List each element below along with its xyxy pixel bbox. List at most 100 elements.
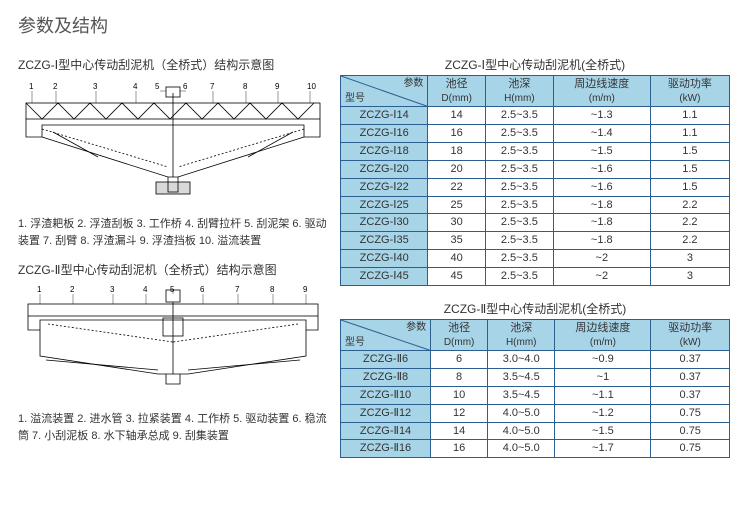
table-col-header: 驱动功率(kW) bbox=[650, 76, 729, 107]
table-row: ZCZG-Ⅱ10103.5~4.5~1.10.37 bbox=[341, 386, 730, 404]
table-row: ZCZG-Ⅰ18182.5~3.5~1.51.5 bbox=[341, 143, 730, 161]
table-row: ZCZG-Ⅰ14142.5~3.5~1.31.1 bbox=[341, 107, 730, 125]
table-cell: ~1.1 bbox=[555, 386, 651, 404]
diagram1-callout: 1 bbox=[29, 82, 34, 91]
diagram1-callout: 4 bbox=[133, 82, 138, 91]
table-col-header: 池深H(mm) bbox=[485, 76, 553, 107]
table-row: ZCZG-Ⅱ663.0~4.0~0.90.37 bbox=[341, 351, 730, 369]
table1: 参数型号池径D(mm)池深H(mm)周边线速度(m/m)驱动功率(kW) ZCZ… bbox=[340, 75, 730, 286]
table-row: ZCZG-Ⅱ14144.0~5.0~1.50.75 bbox=[341, 422, 730, 440]
diagram2-callout: 7 bbox=[235, 285, 240, 294]
table-row: ZCZG-Ⅰ45452.5~3.5~23 bbox=[341, 267, 730, 285]
table-cell: ~1.5 bbox=[555, 422, 651, 440]
table-cell: ZCZG-Ⅰ35 bbox=[341, 232, 428, 250]
table-cell: 16 bbox=[431, 440, 488, 458]
table-corner: 参数型号 bbox=[341, 319, 431, 350]
table-cell: ZCZG-Ⅰ22 bbox=[341, 178, 428, 196]
diagram1-callout: 7 bbox=[210, 82, 215, 91]
table-cell: ~2 bbox=[553, 267, 650, 285]
table-cell: 2.2 bbox=[650, 196, 729, 214]
table-cell: ~1.8 bbox=[553, 232, 650, 250]
table-cell: ZCZG-Ⅰ45 bbox=[341, 267, 428, 285]
diagram2-callout: 6 bbox=[200, 285, 205, 294]
table-cell: 2.2 bbox=[650, 232, 729, 250]
table-cell: 20 bbox=[428, 160, 485, 178]
table-cell: 0.75 bbox=[651, 404, 730, 422]
diagram1-callout: 8 bbox=[243, 82, 248, 91]
table-cell: ~1.6 bbox=[553, 160, 650, 178]
table-cell: 2.5~3.5 bbox=[485, 107, 553, 125]
table-cell: 4.0~5.0 bbox=[488, 422, 555, 440]
table-cell: ZCZG-Ⅰ18 bbox=[341, 143, 428, 161]
diagram2-title: ZCZG-Ⅱ型中心传动刮泥机（全桥式）结构示意图 bbox=[18, 261, 328, 278]
diagram1-callout: 2 bbox=[53, 82, 58, 91]
table-cell: 2.2 bbox=[650, 214, 729, 232]
table-cell: 10 bbox=[431, 386, 488, 404]
table-col-header: 驱动功率(kW) bbox=[651, 319, 730, 350]
diagram2-svg: 123456789 bbox=[18, 282, 328, 402]
table-cell: ZCZG-Ⅱ16 bbox=[341, 440, 431, 458]
table-cell: 12 bbox=[431, 404, 488, 422]
table-col-header: 池径D(mm) bbox=[431, 319, 488, 350]
table-col-header: 周边线速度(m/m) bbox=[555, 319, 651, 350]
corner-model: 型号 bbox=[345, 92, 365, 106]
table-cell: 4.0~5.0 bbox=[488, 404, 555, 422]
table-cell: 35 bbox=[428, 232, 485, 250]
diagram1-callout: 9 bbox=[275, 82, 280, 91]
corner-param: 参数 bbox=[403, 77, 423, 91]
table-cell: ZCZG-Ⅰ25 bbox=[341, 196, 428, 214]
table-cell: 2.5~3.5 bbox=[485, 232, 553, 250]
diagram2-legend: 1. 溢流装置 2. 进水管 3. 拉紧装置 4. 工作桥 5. 驱动装置 6.… bbox=[18, 411, 328, 444]
table-cell: 18 bbox=[428, 143, 485, 161]
diagram1-callout: 5 bbox=[155, 82, 160, 91]
table2: 参数型号池径D(mm)池深H(mm)周边线速度(m/m)驱动功率(kW) ZCZ… bbox=[340, 319, 730, 458]
table-cell: 3 bbox=[650, 267, 729, 285]
diagram1-callout: 6 bbox=[183, 82, 188, 91]
table-col-header: 周边线速度(m/m) bbox=[553, 76, 650, 107]
table-cell: 3.5~4.5 bbox=[488, 386, 555, 404]
table-cell: ~1.8 bbox=[553, 196, 650, 214]
table-cell: 2.5~3.5 bbox=[485, 160, 553, 178]
table-cell: 3 bbox=[650, 250, 729, 268]
table-cell: 30 bbox=[428, 214, 485, 232]
table-corner: 参数型号 bbox=[341, 76, 428, 107]
table-cell: ZCZG-Ⅱ8 bbox=[341, 368, 431, 386]
table-cell: 2.5~3.5 bbox=[485, 178, 553, 196]
table-cell: 0.75 bbox=[651, 440, 730, 458]
right-column: ZCZG-Ⅰ型中心传动刮泥机(全桥式) 参数型号池径D(mm)池深H(mm)周边… bbox=[340, 56, 730, 472]
table-cell: ZCZG-Ⅰ30 bbox=[341, 214, 428, 232]
diagram1-legend: 1. 浮渣耙板 2. 浮渣刮板 3. 工作桥 4. 刮臂拉杆 5. 刮泥架 6.… bbox=[18, 216, 328, 249]
table-cell: ZCZG-Ⅱ14 bbox=[341, 422, 431, 440]
table-cell: 14 bbox=[431, 422, 488, 440]
diagram1-callout: 10 bbox=[307, 82, 316, 91]
table-cell: 1.5 bbox=[650, 160, 729, 178]
table-cell: 0.75 bbox=[651, 422, 730, 440]
table-cell: ~1.4 bbox=[553, 125, 650, 143]
corner-model: 型号 bbox=[345, 336, 365, 350]
table-cell: ~1.2 bbox=[555, 404, 651, 422]
table-cell: 8 bbox=[431, 368, 488, 386]
table-cell: ZCZG-Ⅱ6 bbox=[341, 351, 431, 369]
table-cell: ZCZG-Ⅰ20 bbox=[341, 160, 428, 178]
table-row: ZCZG-Ⅰ25252.5~3.5~1.82.2 bbox=[341, 196, 730, 214]
table-cell: ~2 bbox=[553, 250, 650, 268]
table-cell: 4.0~5.0 bbox=[488, 440, 555, 458]
table-row: ZCZG-Ⅱ883.5~4.5~10.37 bbox=[341, 368, 730, 386]
table-cell: 0.37 bbox=[651, 386, 730, 404]
diagram1-title: ZCZG-Ⅰ型中心传动刮泥机（全桥式）结构示意图 bbox=[18, 56, 328, 73]
table-col-header: 池深H(mm) bbox=[488, 319, 555, 350]
table-col-header: 池径D(mm) bbox=[428, 76, 485, 107]
table-cell: ZCZG-Ⅱ12 bbox=[341, 404, 431, 422]
table-row: ZCZG-Ⅰ30302.5~3.5~1.82.2 bbox=[341, 214, 730, 232]
table-cell: ZCZG-Ⅰ40 bbox=[341, 250, 428, 268]
table-cell: ~1 bbox=[555, 368, 651, 386]
table-cell: 0.37 bbox=[651, 368, 730, 386]
page-title: 参数及结构 bbox=[18, 12, 732, 38]
diagram2-callout: 8 bbox=[270, 285, 275, 294]
diagram1-svg: 12345678910 bbox=[18, 77, 328, 207]
diagram2-callout: 1 bbox=[37, 285, 42, 294]
diagram2-callout: 5 bbox=[170, 285, 175, 294]
table-row: ZCZG-Ⅰ16162.5~3.5~1.41.1 bbox=[341, 125, 730, 143]
table-cell: 3.0~4.0 bbox=[488, 351, 555, 369]
table-cell: 22 bbox=[428, 178, 485, 196]
